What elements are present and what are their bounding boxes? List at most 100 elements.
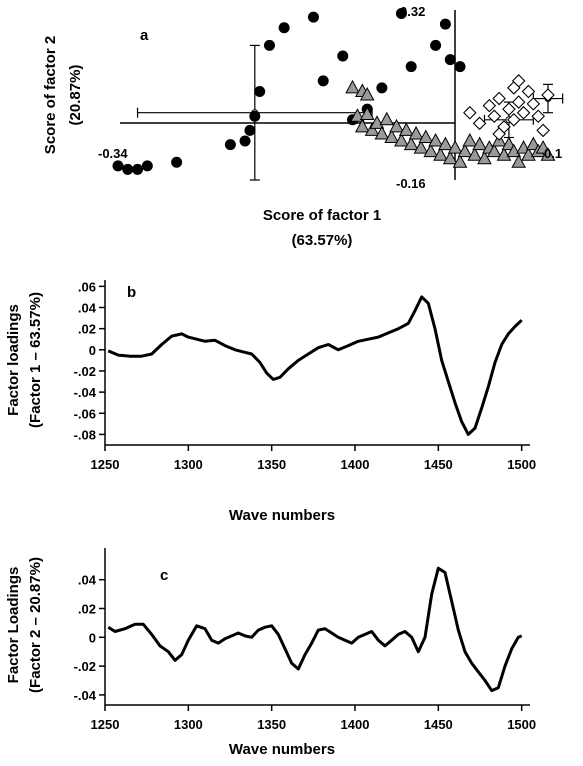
panel-b-xtick-label-2: 1350	[257, 457, 286, 472]
data-point-triangle	[501, 136, 517, 151]
data-point-diamond	[472, 116, 487, 131]
data-point-diamond	[511, 95, 526, 109]
data-point-triangle	[506, 143, 522, 158]
panel-b-xtick-label-4: 1450	[424, 457, 453, 472]
panel-b-ytick-label-6: -.06	[74, 406, 96, 421]
panel-a-xlabel: Score of factor 1	[263, 207, 381, 224]
data-point-diamond	[507, 113, 521, 127]
data-point-triangle	[364, 122, 380, 136]
data-point-triangle	[442, 150, 458, 165]
data-point-diamond	[541, 88, 555, 102]
data-point-triangle	[452, 154, 468, 168]
panel-c-xtick-label-4: 1450	[424, 717, 453, 732]
data-point-diamond	[463, 105, 477, 120]
panel-c-series-line	[107, 566, 523, 693]
panel-a-label: a	[140, 27, 149, 44]
data-point-circle	[112, 160, 124, 172]
panel-b-xtick-label-3: 1400	[341, 457, 370, 472]
data-point-triangle	[438, 136, 453, 151]
panel-c-ylabel-pct: (Factor 2 – 20.87%)	[27, 557, 44, 693]
data-point-triangle	[413, 140, 429, 154]
data-point-triangle	[496, 147, 512, 161]
data-point-triangle	[511, 154, 527, 168]
panel-a-xlabel-pct: (63.57%)	[292, 232, 353, 249]
panel-b-ylabel-pct: (Factor 1 – 63.57%)	[27, 292, 44, 428]
panel-a-ylabel-pct: (20.87%)	[67, 65, 84, 126]
panel-b-xtick-label-0: 1250	[91, 457, 120, 472]
data-point-triangle	[418, 129, 434, 143]
data-point-triangle	[447, 140, 463, 154]
data-point-circle	[444, 54, 456, 66]
data-point-diamond	[521, 84, 536, 99]
data-point-circle	[278, 22, 290, 34]
data-point-triangle	[345, 79, 360, 94]
data-point-diamond	[492, 127, 506, 141]
data-point-circle	[263, 39, 275, 51]
data-point-triangle	[423, 143, 439, 158]
panel-a-ylabel: Score of factor 2	[42, 36, 59, 154]
data-point-circle	[244, 124, 256, 136]
data-point-triangle	[374, 125, 390, 140]
data-point-triangle	[369, 115, 385, 129]
data-point-circle	[395, 8, 407, 20]
panel-c-ytick-label-0: .04	[78, 573, 97, 588]
panel-c-ytick-label-2: 0	[89, 630, 96, 645]
panel-c-xlabel: Wave numbers	[229, 741, 335, 758]
data-point-circle	[122, 163, 134, 175]
data-point-triangle	[535, 140, 551, 154]
panel-b-series-line	[107, 295, 523, 436]
panel-b-ytick-label-5: -.04	[74, 385, 97, 400]
data-point-triangle	[403, 136, 419, 151]
data-point-triangle	[359, 86, 375, 101]
data-point-diamond	[516, 105, 531, 120]
data-point-triangle	[516, 140, 531, 154]
data-point-circle	[430, 39, 442, 51]
data-point-circle	[132, 163, 144, 175]
panel-b-ylabel: Factor loadings	[5, 304, 22, 416]
panel-a-xmax-label: 0.1	[544, 146, 562, 161]
panel-c-ytick-label-1: .02	[78, 601, 96, 616]
panel-b-ytick-label-1: .04	[78, 301, 97, 316]
data-point-diamond	[482, 98, 497, 113]
panel-c-xtick-label-3: 1400	[341, 717, 370, 732]
panel-b-xtick-label-1: 1300	[174, 457, 203, 472]
panel-c-xtick-label-0: 1250	[91, 717, 120, 732]
data-point-triangle	[457, 143, 473, 158]
panel-b-xtick-label-5: 1500	[507, 457, 536, 472]
data-point-circle	[317, 75, 329, 87]
panel-b-ytick-label-4: -.02	[74, 364, 96, 379]
panel-a-ymin-label: -0.16	[396, 176, 426, 191]
data-point-circle	[239, 135, 251, 147]
data-point-triangle	[472, 136, 487, 151]
panel-c-label: c	[160, 567, 168, 584]
data-point-diamond	[502, 102, 516, 116]
panel-c-ytick-label-4: -.04	[74, 688, 97, 703]
panel-c-loadings-plot: 1250 1300 1350 1400 1450 1500.04.020-.02-.04 …	[5, 548, 536, 758]
data-point-triangle	[379, 111, 395, 126]
panel-a-xmin-label: -0.34	[98, 146, 128, 161]
data-point-triangle	[359, 106, 375, 120]
data-point-triangle	[398, 122, 414, 136]
panel-a-score-plot: a 0.32 -0.16 -0.34 0.1 Score of factor 1…	[42, 4, 564, 249]
panel-b-ytick-label-3: 0	[89, 343, 96, 358]
data-point-triangle	[408, 125, 424, 140]
data-point-diamond	[526, 97, 541, 111]
data-point-circle	[405, 61, 417, 73]
panel-b-ytick-label-2: .02	[78, 322, 96, 337]
data-point-circle	[439, 18, 451, 30]
panel-b-label: b	[127, 284, 136, 301]
data-point-triangle	[477, 150, 492, 165]
data-point-circle	[307, 11, 319, 23]
panel-a-ymax-label: 0.32	[400, 4, 425, 19]
data-point-triangle	[462, 132, 478, 147]
data-point-circle	[141, 160, 153, 172]
data-point-triangle	[428, 132, 443, 147]
data-point-circle	[454, 61, 466, 73]
panel-b-ytick-label-7: -.08	[74, 427, 96, 442]
data-point-triangle	[354, 118, 370, 133]
panel-c-xtick-label-1: 1300	[174, 717, 203, 732]
panel-c-xtick-label-2: 1350	[257, 717, 286, 732]
data-point-diamond	[536, 123, 550, 138]
data-point-diamond	[487, 109, 502, 124]
